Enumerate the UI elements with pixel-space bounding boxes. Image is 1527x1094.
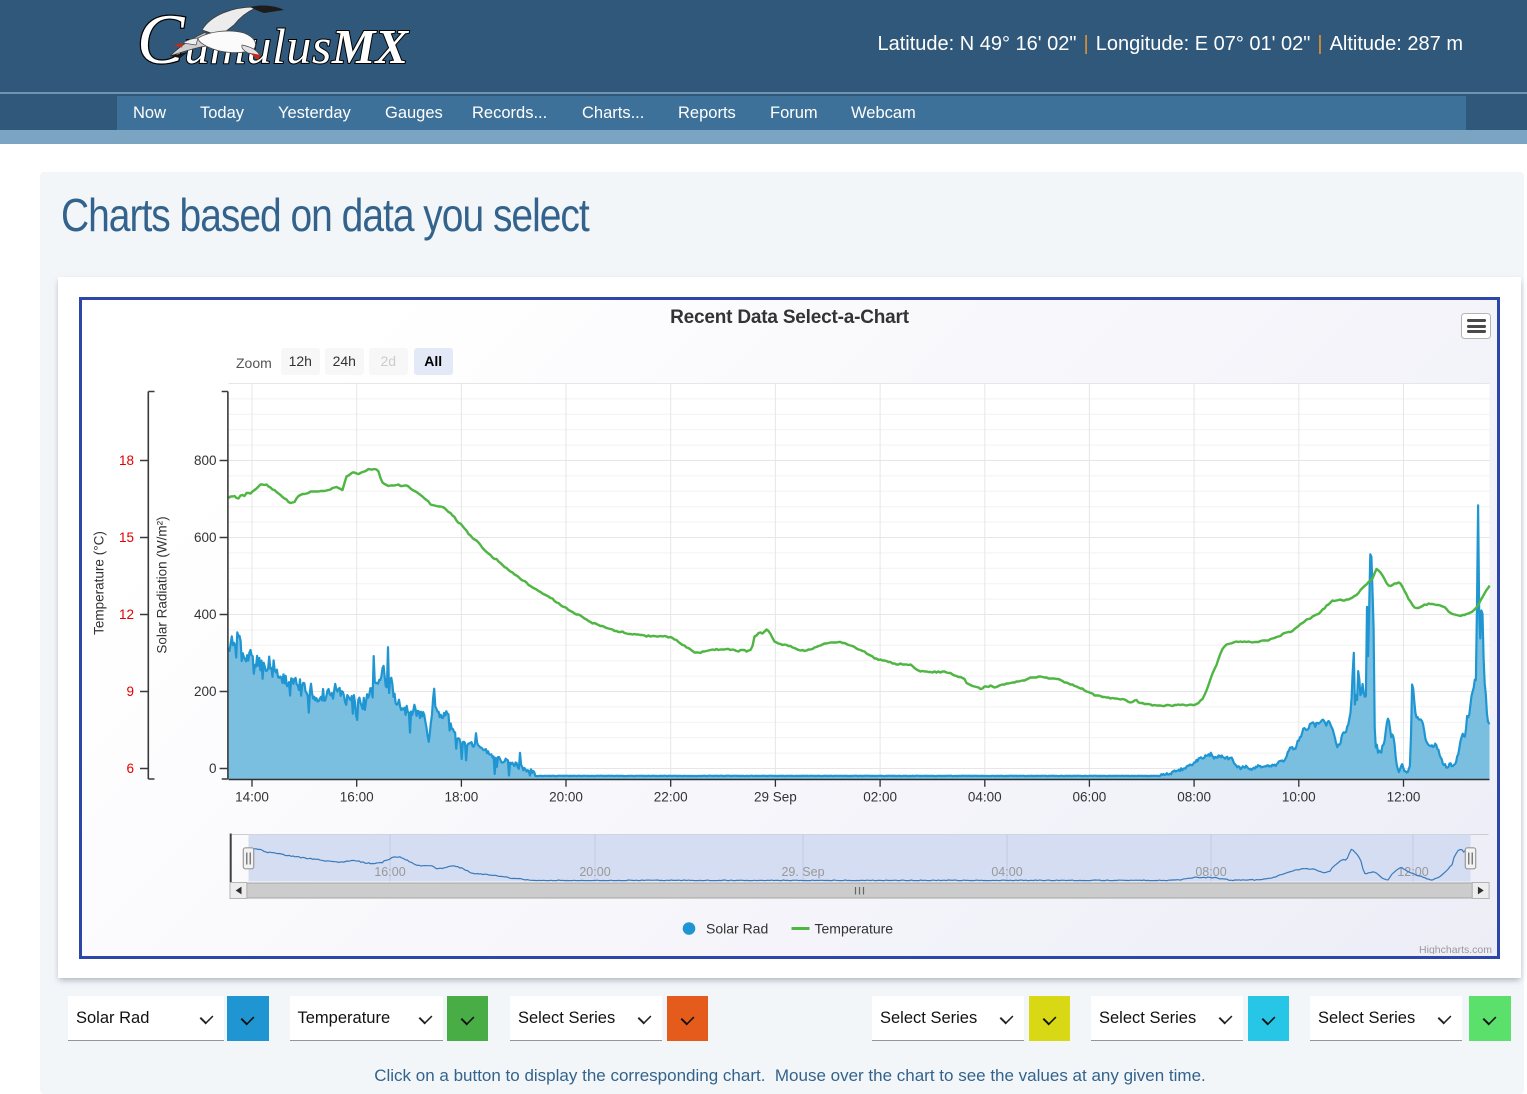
- svg-text:Solar Rad: Solar Rad: [706, 921, 768, 937]
- svg-text:10:00: 10:00: [1282, 790, 1316, 805]
- svg-text:20:00: 20:00: [549, 790, 583, 805]
- svg-text:18:00: 18:00: [445, 790, 479, 805]
- svg-text:400: 400: [194, 607, 217, 622]
- svg-text:22:00: 22:00: [654, 790, 688, 805]
- svg-text:800: 800: [194, 453, 217, 468]
- svg-text:08:00: 08:00: [1177, 790, 1211, 805]
- svg-text:20:00: 20:00: [579, 865, 610, 879]
- svg-text:04:00: 04:00: [968, 790, 1002, 805]
- svg-text:14:00: 14:00: [235, 790, 269, 805]
- svg-text:200: 200: [194, 684, 217, 699]
- svg-text:9: 9: [126, 684, 134, 699]
- svg-text:600: 600: [194, 530, 217, 545]
- svg-text:08:00: 08:00: [1195, 865, 1226, 879]
- svg-text:Solar Radiation (W/m²): Solar Radiation (W/m²): [155, 516, 170, 653]
- svg-text:29. Sep: 29. Sep: [781, 865, 824, 879]
- svg-text:6: 6: [126, 761, 134, 776]
- svg-text:12:00: 12:00: [1387, 790, 1421, 805]
- svg-text:04:00: 04:00: [991, 865, 1022, 879]
- svg-text:Highcharts.com: Highcharts.com: [1419, 944, 1492, 954]
- svg-text:02:00: 02:00: [863, 790, 897, 805]
- svg-text:16:00: 16:00: [374, 865, 405, 879]
- svg-text:18: 18: [119, 453, 134, 468]
- svg-text:Temperature: Temperature: [815, 921, 894, 937]
- svg-text:0: 0: [209, 761, 217, 776]
- svg-text:16:00: 16:00: [340, 790, 374, 805]
- svg-text:12: 12: [119, 607, 134, 622]
- svg-text:Temperature (°C): Temperature (°C): [92, 531, 107, 635]
- svg-text:06:00: 06:00: [1073, 790, 1107, 805]
- svg-text:15: 15: [119, 530, 134, 545]
- svg-text:29 Sep: 29 Sep: [754, 790, 797, 805]
